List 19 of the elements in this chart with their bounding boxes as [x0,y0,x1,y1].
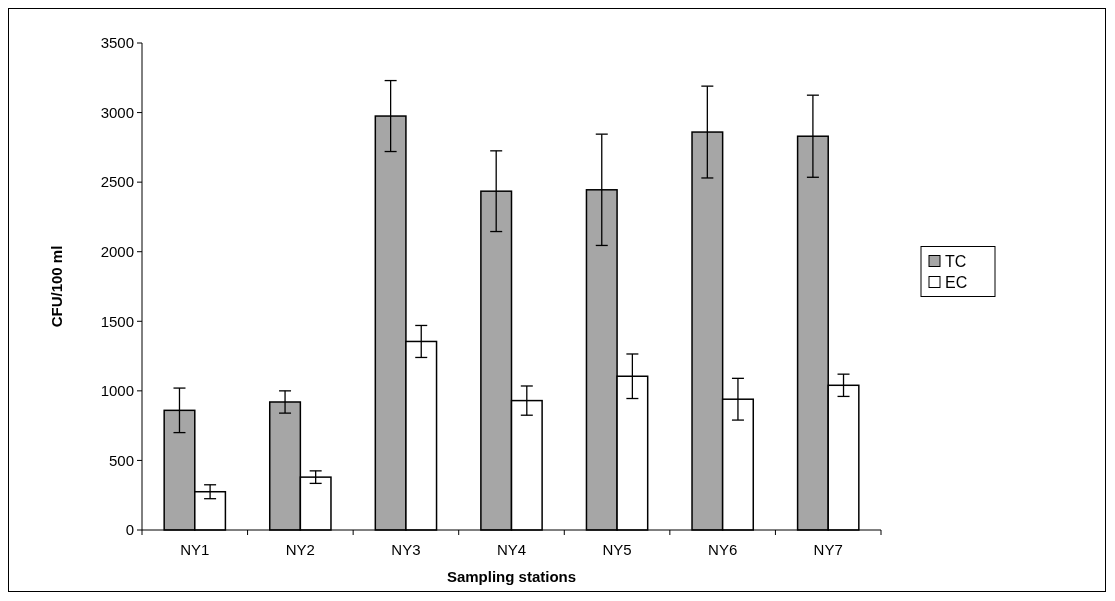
y-tick-label: 500 [108,451,134,469]
x-tick-label: NY3 [391,541,421,558]
legend-label: TC [945,253,967,271]
x-tick-label: NY1 [180,541,210,558]
y-tick-label: 2500 [100,173,134,191]
y-tick-label: 1500 [100,312,134,330]
y-tick-label: 3500 [100,34,134,52]
x-tick-label: NY4 [496,541,527,558]
x-tick-label: NY5 [602,541,632,558]
x-axis-title: Sampling stations [446,568,577,585]
x-tick-label: NY2 [285,541,315,558]
y-tick-label: 1000 [100,382,134,400]
x-tick-label: NY6 [708,541,738,558]
y-tick-label: 2000 [100,242,134,260]
y-axis-title: CFU/100 ml [48,245,65,328]
x-tick-label: NY7 [813,541,843,558]
y-tick-label: 3000 [100,103,134,121]
legend-label: EC [945,274,968,292]
y-tick-label: 0 [125,521,134,539]
